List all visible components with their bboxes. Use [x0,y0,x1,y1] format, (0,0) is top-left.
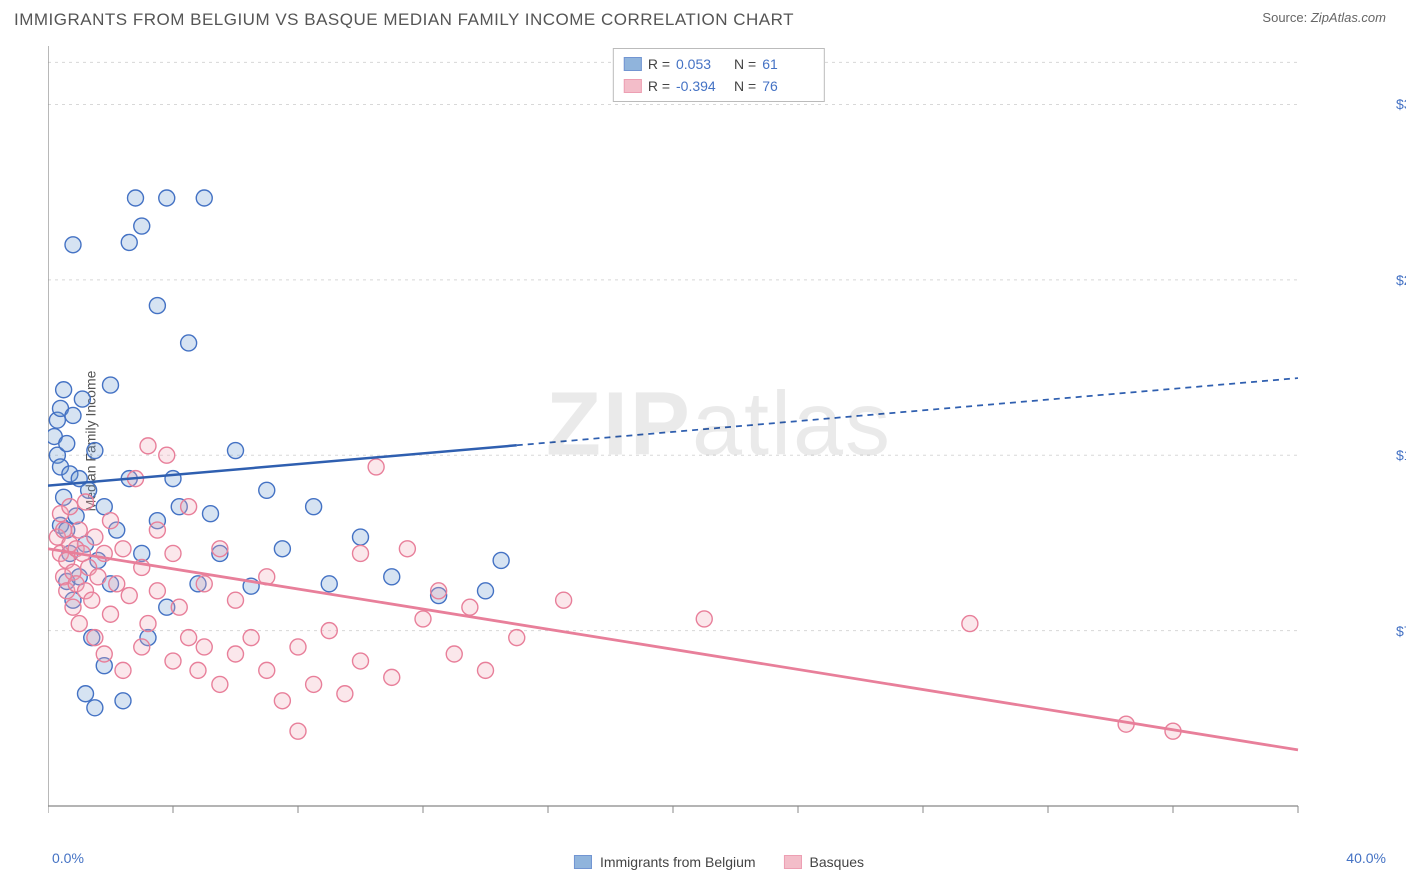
chart-title: IMMIGRANTS FROM BELGIUM VS BASQUE MEDIAN… [14,10,794,30]
y-tick-label: $300,000 [1396,96,1406,112]
legend-row-basque: R = -0.394 N = 76 [624,75,814,97]
x-max-label: 40.0% [1346,850,1386,866]
correlation-legend: R = 0.053 N = 61 R = -0.394 N = 76 [613,48,825,102]
swatch-belgium [624,57,642,71]
series-legend: Immigrants from Belgium Basques [574,854,864,870]
y-tick-label: $75,000 [1396,623,1406,639]
chart-area: Median Family Income ZIPatlas R = 0.053 … [48,46,1390,836]
swatch-belgium-icon [574,855,592,869]
y-tick-label: $150,000 [1396,447,1406,463]
legend-item-basque: Basques [784,854,864,870]
source-attribution: Source: ZipAtlas.com [1262,10,1386,25]
legend-item-belgium: Immigrants from Belgium [574,854,756,870]
swatch-basque [624,79,642,93]
scatter-plot [48,46,1390,836]
x-min-label: 0.0% [52,850,84,866]
y-tick-label: $225,000 [1396,272,1406,288]
swatch-basque-icon [784,855,802,869]
legend-row-belgium: R = 0.053 N = 61 [624,53,814,75]
